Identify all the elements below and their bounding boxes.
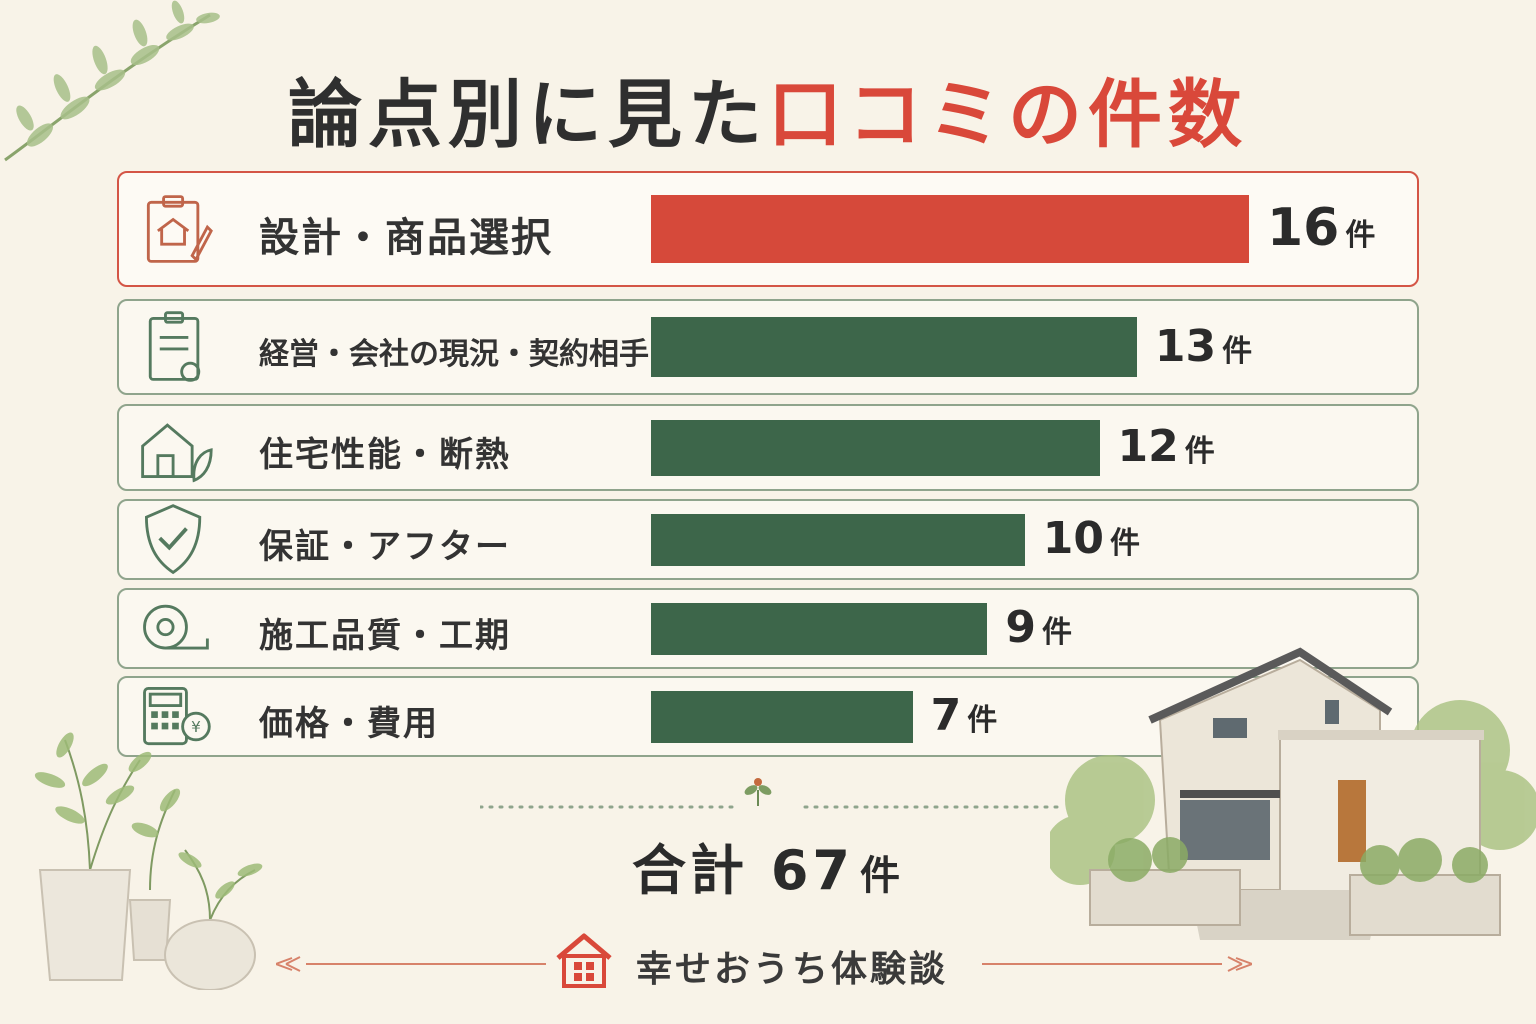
total-unit: 件 xyxy=(859,853,904,899)
category-label: 保証・アフター xyxy=(259,527,511,568)
category-label: 住宅性能・断熱 xyxy=(259,435,511,476)
category-label: 価格・費用 xyxy=(259,704,439,745)
house-illustration xyxy=(1050,647,1536,940)
bar-row: 施工品質・工期 9 件 xyxy=(117,588,1419,669)
chart-title: 論点別に見た口コミの件数 xyxy=(0,55,1536,162)
value-number: 10 xyxy=(1042,513,1104,565)
bar xyxy=(651,317,1137,377)
total-label: 合計 xyxy=(632,839,749,902)
brand-footer: 幸せおうち体験談 xyxy=(0,930,1536,990)
clipboard-house-pencil-icon xyxy=(135,189,215,269)
category-label: 設計・商品選択 xyxy=(259,215,553,261)
total-value: 67 xyxy=(770,839,854,902)
bar-row: 住宅性能・断熱 12 件 xyxy=(117,404,1419,491)
value-number: 7 xyxy=(930,690,962,742)
value-unit: 件 xyxy=(1345,217,1376,253)
bar-chart: 設計・商品選択 16 件経営・会社の現況・契約相手 13 件住宅性能・断熱 12 件保証・ア… xyxy=(117,171,1419,761)
value-number: 16 xyxy=(1267,197,1340,258)
bar xyxy=(651,513,1025,566)
bar xyxy=(651,195,1249,263)
value-number: 13 xyxy=(1154,320,1217,372)
document-clipboard-icon xyxy=(135,307,215,387)
value-unit: 件 xyxy=(967,703,998,739)
value-unit: 件 xyxy=(1222,333,1253,369)
value-unit: 件 xyxy=(1042,615,1072,651)
value-unit: 件 xyxy=(1109,526,1140,562)
bar xyxy=(651,602,988,655)
value-label: 16 件 xyxy=(1267,198,1375,258)
calculator-yen-icon: ¥ xyxy=(135,677,215,757)
house-logo-icon xyxy=(556,933,612,988)
bar-row: 設計・商品選択 16 件 xyxy=(117,171,1419,287)
value-label: 12 件 xyxy=(1118,421,1215,472)
tape-measure-icon xyxy=(135,589,215,669)
svg-text:¥: ¥ xyxy=(191,718,201,736)
value-label: 10 件 xyxy=(1043,513,1140,564)
category-label: 経営・会社の現況・契約相手 xyxy=(259,337,649,372)
value-number: 9 xyxy=(1005,602,1036,654)
bar-row: 保証・アフター 10 件 xyxy=(117,499,1419,580)
sprout-icon xyxy=(744,778,772,806)
bar xyxy=(651,419,1100,476)
title-accent: 口コミの件数 xyxy=(768,72,1248,158)
total-count: 合計 67 件 xyxy=(0,826,1536,905)
value-unit: 件 xyxy=(1184,434,1215,470)
bar-row: 経営・会社の現況・契約相手 13 件 xyxy=(117,299,1419,395)
value-number: 12 xyxy=(1117,421,1179,473)
right-flourish-icon xyxy=(982,956,1252,972)
bar xyxy=(651,690,913,743)
left-flourish-icon xyxy=(276,956,546,972)
category-label: 施工品質・工期 xyxy=(259,616,511,657)
dotted-divider xyxy=(480,805,1060,809)
eco-house-icon xyxy=(135,408,215,488)
leaf-branch-decoration xyxy=(4,0,220,162)
potted-plants-illustration xyxy=(34,732,263,990)
brand-name: 幸せおうち体験談 xyxy=(636,949,949,990)
shield-check-icon xyxy=(135,500,215,580)
title-main: 論点別に見た xyxy=(288,72,768,158)
value-label: 13 件 xyxy=(1155,321,1252,372)
